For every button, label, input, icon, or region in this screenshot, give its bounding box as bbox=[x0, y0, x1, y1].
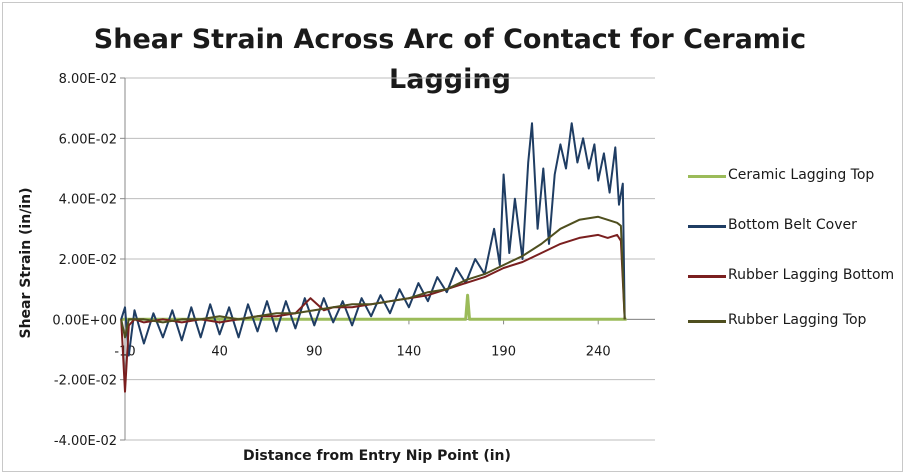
series-line-bottom-belt-cover bbox=[120, 122, 626, 357]
legend-swatch bbox=[688, 320, 726, 323]
x-tick-label: 240 bbox=[586, 344, 611, 359]
series-line-ceramic-lagging-top bbox=[121, 293, 627, 321]
x-axis-label: Distance from Entry Nip Point (in) bbox=[243, 448, 511, 464]
x-tick-label: -10 bbox=[114, 344, 135, 359]
x-tick-label: 90 bbox=[306, 344, 323, 359]
legend-label: Rubber Lagging Bottom bbox=[728, 267, 895, 283]
y-tick-label: -4.00E-02 bbox=[54, 434, 117, 449]
y-tick-label: 2.00E-02 bbox=[59, 253, 117, 268]
series-line-rubber-lagging-top bbox=[120, 215, 626, 339]
x-tick-label: 40 bbox=[211, 344, 228, 359]
x-tick-label: 140 bbox=[397, 344, 422, 359]
y-tick-label: -2.00E-02 bbox=[54, 374, 117, 389]
x-tick-label: 190 bbox=[491, 344, 516, 359]
y-tick-label: 8.00E-02 bbox=[59, 72, 117, 87]
chart-title: Shear Strain Across Arc of Contact for C… bbox=[93, 24, 807, 95]
y-tick-label: 6.00E-02 bbox=[59, 132, 117, 147]
legend-swatch bbox=[688, 175, 726, 178]
y-tick-label: 0.00E+00 bbox=[52, 313, 117, 328]
legend-label: Bottom Belt Cover bbox=[728, 217, 857, 233]
legend-swatch bbox=[688, 225, 726, 228]
legend-label: Rubber Lagging Top bbox=[728, 312, 867, 328]
legend-label: Ceramic Lagging Top bbox=[728, 167, 875, 183]
y-tick-label: 4.00E-02 bbox=[59, 193, 117, 208]
legend-swatch bbox=[688, 275, 726, 278]
